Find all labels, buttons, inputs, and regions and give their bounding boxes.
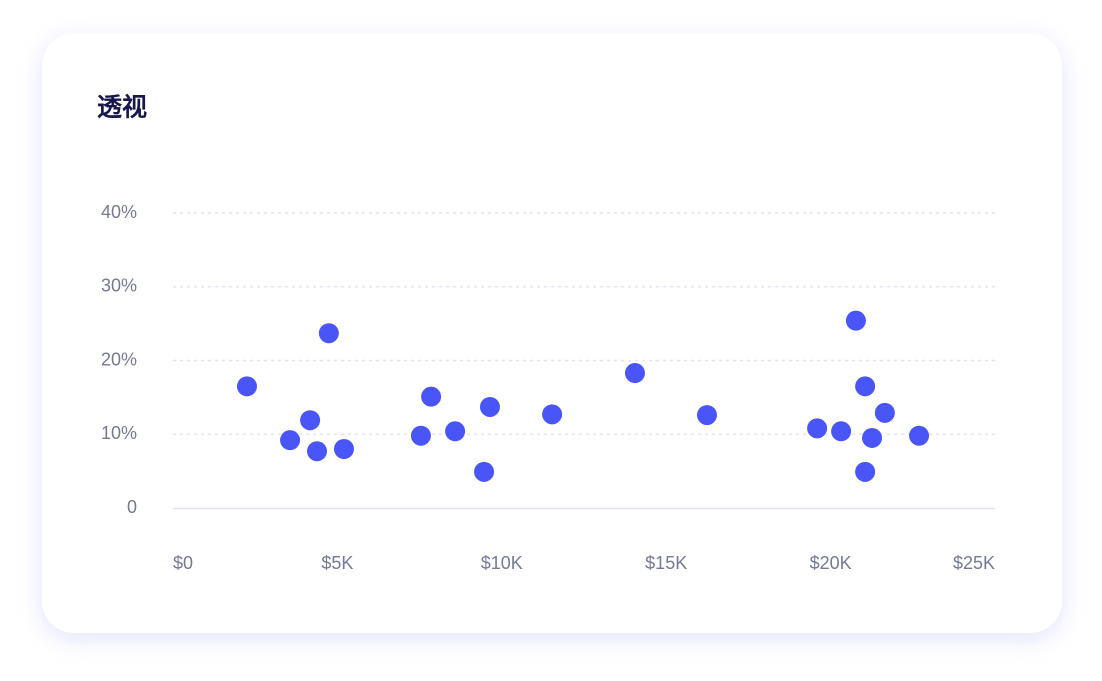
y-tick-label: 0 [127, 497, 137, 517]
point [855, 461, 876, 482]
y-tick-label: 10% [101, 423, 137, 443]
point [333, 439, 354, 459]
point [624, 363, 645, 384]
point [542, 404, 563, 425]
card [42, 33, 1062, 633]
point [845, 310, 866, 331]
point [474, 461, 495, 482]
x-tick-label: $0 [173, 553, 193, 573]
point [410, 425, 431, 446]
point [421, 386, 442, 407]
x-tick-label: $5K [321, 553, 353, 573]
point [307, 441, 328, 462]
point [445, 421, 466, 442]
y-tick-label: 20% [101, 349, 137, 369]
point [831, 421, 852, 442]
point [696, 405, 717, 426]
point [862, 427, 883, 448]
point [807, 418, 828, 439]
point [318, 323, 339, 344]
point [909, 425, 930, 446]
point [479, 396, 500, 417]
point [236, 376, 257, 397]
point [280, 430, 301, 451]
x-tick-label: $20K [810, 553, 852, 573]
point [874, 402, 895, 423]
chart-title: 透视 [97, 94, 147, 122]
y-tick-label: 40% [101, 202, 137, 222]
x-tick-label: $25K [953, 553, 995, 573]
y-tick-label: 30% [101, 276, 137, 296]
point [300, 410, 321, 431]
x-tick-label: $15K [645, 553, 687, 573]
point [855, 376, 876, 397]
x-tick-label: $10K [481, 553, 523, 573]
